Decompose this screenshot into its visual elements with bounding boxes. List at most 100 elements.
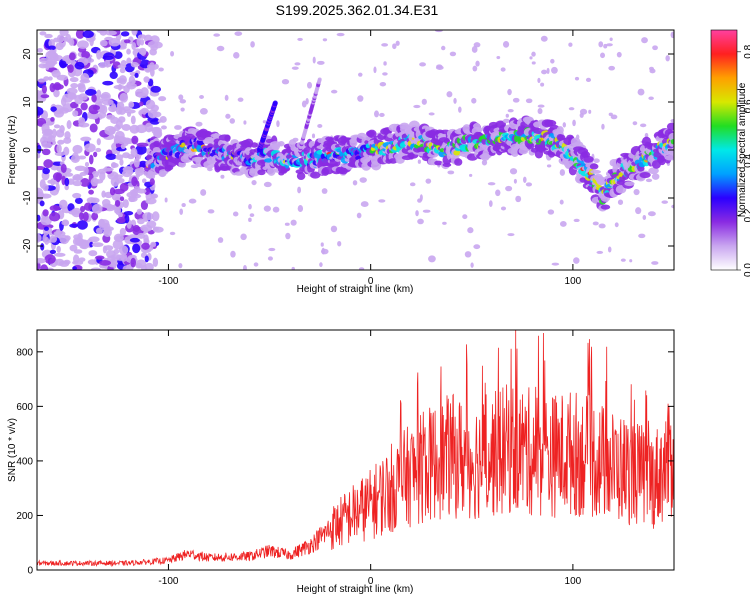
spectrogram-cell (310, 171, 321, 179)
spectrogram-cell (37, 144, 42, 154)
spectrogram-cell (149, 48, 157, 56)
spectrogram-cell (93, 151, 98, 158)
spectrogram-cell (64, 172, 74, 177)
spectrogram-cell (40, 215, 52, 226)
spectrogram-cell (639, 171, 651, 179)
spectrogram-cell (317, 77, 322, 82)
spectrogram-cell (471, 45, 478, 53)
spectrogram-cell (75, 30, 85, 39)
spectrogram-cell (37, 258, 46, 264)
spectrogram-cell (53, 82, 62, 91)
spectrogram-cell (515, 195, 522, 203)
spectrogram-cell (72, 144, 83, 154)
spectrogram-cell (96, 89, 102, 99)
spectrogram-cell (43, 226, 49, 231)
spectrogram-cell (257, 169, 266, 176)
spectrogram-cell (119, 67, 126, 74)
spectrogram-cell (505, 185, 513, 192)
spectrogram-cell (99, 171, 106, 181)
spectrogram-cell (330, 225, 338, 233)
spectrogram-cell (251, 180, 257, 186)
spectrogram-cell (170, 50, 175, 57)
spectrogram-cell (276, 120, 280, 128)
spectrogram-cell (178, 94, 184, 101)
spectrogram-cell (642, 214, 647, 221)
spectrogram-cell (102, 245, 108, 254)
spectrogram-cell (72, 260, 84, 266)
spectrogram-cell (592, 221, 599, 226)
spectrogram-cell (44, 254, 56, 265)
spectrogram-cell (68, 210, 80, 215)
spectrogram-cell (137, 218, 145, 225)
spectrogram-cell (77, 84, 86, 93)
spectrogram-cell (224, 94, 229, 101)
spectrogram-cell (462, 214, 468, 220)
spectrogram-cell (115, 177, 125, 184)
spectrogram-cell (297, 186, 302, 194)
spectrogram-cell (531, 61, 536, 65)
spectrogram-cell (507, 88, 512, 96)
spectrogram-cell (160, 125, 167, 130)
spectrogram-cell (157, 119, 163, 123)
spectrogram-cell (89, 241, 94, 248)
spectrogram-cell (152, 147, 161, 153)
spectrogram-cell (43, 159, 54, 169)
spectrogram-cell (131, 42, 137, 51)
spectrogram-cell (425, 178, 432, 184)
spectrogram-cell (57, 139, 65, 145)
spectrogram-cell (83, 166, 89, 175)
spectrogram-cell (670, 31, 674, 39)
spectrogram-cell (392, 43, 397, 50)
snr-y-ticks: 0 200 400 600 800 (16, 347, 674, 577)
spectrogram-cell (74, 61, 85, 70)
spectrogram-cell (53, 124, 61, 129)
spectrogram-cell (297, 205, 304, 212)
spectrogram-cell (131, 176, 138, 187)
spectrogram-cell (145, 173, 154, 179)
spectrogram-cell (583, 155, 594, 163)
spectrogram-cell (487, 182, 496, 186)
spectrogram-cell (608, 65, 616, 71)
y-tick-label: 0 (27, 566, 33, 577)
spectrogram-cell (248, 217, 252, 223)
spectrogram-cell (51, 69, 61, 78)
colorbar-frame (710, 29, 738, 271)
spectrogram-cell (68, 52, 76, 61)
chart-title: S199.2025.362.01.34.E31 (276, 2, 439, 18)
spectrogram-cell (181, 203, 186, 208)
spectrogram-cell (70, 82, 79, 89)
spectrogram-cell (284, 222, 290, 226)
spectrogram-cell (103, 228, 112, 237)
spectrogram-cell (114, 207, 121, 214)
spectrogram-cell (72, 180, 83, 187)
spectrogram-cell (59, 60, 67, 69)
spectrogram-cell (66, 120, 72, 130)
spectrogram-cell (152, 226, 159, 231)
spectrogram-cell (70, 101, 79, 109)
spectrogram-cell (316, 60, 325, 65)
spectrogram-cell (79, 212, 84, 221)
spectrogram-cell (248, 203, 252, 210)
spectrogram-cell (42, 184, 49, 192)
spectrogram-cell (37, 191, 45, 199)
spectrogram-cell (55, 182, 60, 193)
spectrogram-cell (522, 176, 527, 183)
spectrogram-cell (620, 258, 626, 262)
spectrogram-cell (356, 212, 362, 219)
snr-series-line (36, 329, 675, 568)
colorbar: 0.0 0.2 0.4 0.6 0.8 Normalized spectral ampl… (710, 29, 750, 277)
spectrogram-x-ticks: -100 0 100 (158, 30, 582, 287)
spectrogram-cell (250, 41, 255, 48)
spectrogram-cell (164, 197, 168, 203)
spectrogram-cell (91, 203, 103, 214)
spectrogram-cell (135, 124, 148, 134)
spectrogram-cell (121, 124, 131, 131)
spectrogram-cell (603, 43, 608, 49)
spectrogram-cell (633, 188, 640, 196)
colorbar-tick-label: 0.6 (743, 99, 750, 113)
spectrogram-cell (84, 161, 90, 167)
spectrogram-cell (588, 109, 592, 114)
spectrogram-cell (113, 51, 123, 60)
spectrogram-cell (243, 264, 247, 270)
snr-background (37, 330, 674, 570)
